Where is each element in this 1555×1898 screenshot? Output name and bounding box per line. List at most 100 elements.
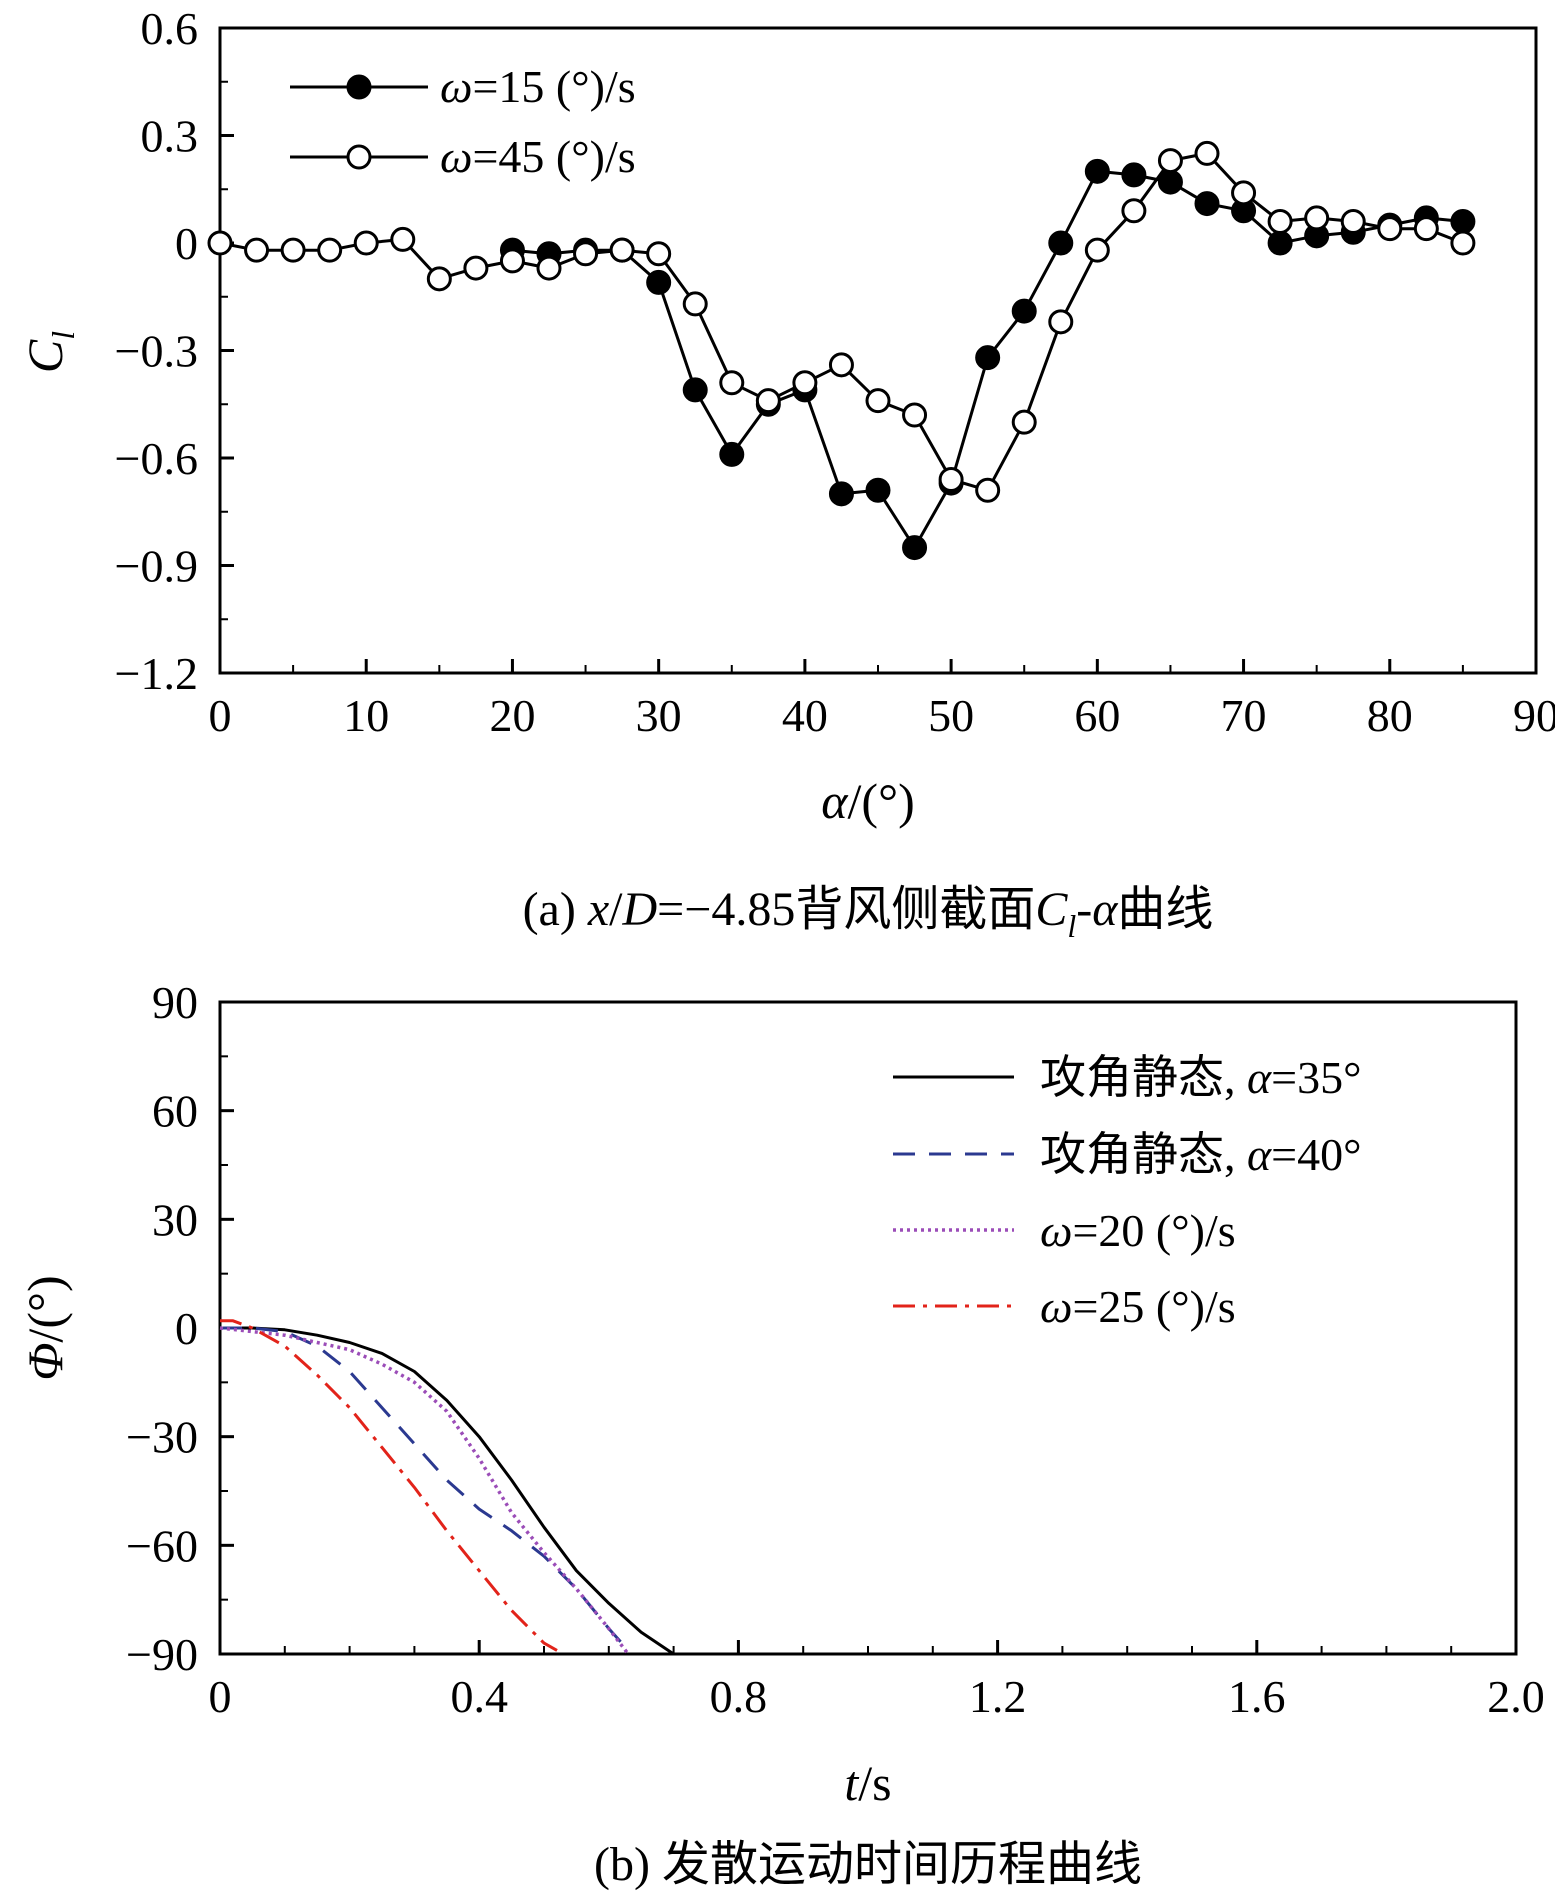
- data-point: [1340, 209, 1366, 234]
- chart-a-frame: [218, 26, 1538, 675]
- chart-b-legend: 攻角静态, α=35° 攻角静态, α=40° ω=20 (°)/s ω=25 …: [893, 1052, 1362, 1332]
- x-tick-label: 50: [928, 690, 974, 741]
- data-point: [426, 266, 452, 292]
- series-line-4: [220, 1319, 558, 1652]
- data-point: [646, 241, 672, 267]
- data-point: [1157, 148, 1183, 174]
- x-tick-label: 40: [782, 690, 828, 741]
- svg-text:攻角静态, α=40°: 攻角静态, α=40°: [1040, 1129, 1362, 1180]
- svg-text:ω=20 (°)/s: ω=20 (°)/s: [1040, 1205, 1236, 1256]
- chart-b-y-ticks: 90 60 30 0 −30 −60 −90: [126, 977, 234, 1680]
- data-point: [1450, 209, 1476, 234]
- data-point: [390, 226, 416, 252]
- data-point: [1377, 216, 1403, 242]
- data-point: [317, 237, 343, 263]
- chart-b-caption: (b) 发散运动时间历程曲线: [594, 1838, 1142, 1891]
- data-point: [719, 370, 745, 396]
- x-tick-label: 0: [209, 690, 232, 741]
- y-tick-label: 0.6: [141, 3, 199, 54]
- data-point: [682, 377, 708, 403]
- data-point: [902, 402, 928, 428]
- series-line-2: [219, 151, 1464, 492]
- chart-a-x-axis-title: α/(°): [821, 773, 914, 829]
- data-point: [1194, 191, 1220, 217]
- y-tick-label: 60: [152, 1086, 198, 1137]
- chart-a: 0 10 20 30 40 50 60 70 80 90 0.6 0.3 0 −0.3 −0.6 −0.9 −…: [17, 3, 1555, 944]
- data-point: [1121, 198, 1147, 224]
- data-point: [1267, 230, 1293, 256]
- data-point: [865, 477, 891, 503]
- legend-item-static-35: 攻角静态, α=35°: [893, 1052, 1362, 1103]
- data-point: [975, 345, 1001, 371]
- x-tick-label: 1.6: [1228, 1671, 1286, 1722]
- series-line-1: [220, 1326, 675, 1656]
- data-point: [353, 230, 379, 256]
- svg-text:ω=25 (°)/s: ω=25 (°)/s: [1040, 1281, 1236, 1332]
- data-point: [609, 237, 635, 263]
- data-point: [1084, 158, 1110, 184]
- data-point: [1267, 209, 1293, 234]
- data-point: [573, 241, 599, 267]
- data-point: [1231, 180, 1257, 206]
- y-tick-label: −30: [126, 1412, 198, 1463]
- chart-a-caption: (a) x/D=−4.85背风侧截面Cl-α曲线: [523, 883, 1214, 944]
- data-point: [1011, 298, 1037, 324]
- data-point: [1011, 409, 1037, 435]
- svg-text:攻角静态, α=35°: 攻角静态, α=35°: [1040, 1052, 1362, 1103]
- y-tick-label: −0.3: [115, 326, 198, 377]
- chart-b-x-ticks: 0 0.4 0.8 1.2 1.6 2.0: [209, 1640, 1545, 1722]
- y-tick-label: −0.6: [115, 433, 198, 484]
- legend-item-omega-25: ω=25 (°)/s: [893, 1281, 1236, 1332]
- data-point: [1413, 216, 1439, 242]
- data-point: [1048, 309, 1074, 335]
- x-tick-label: 10: [343, 690, 389, 741]
- data-point: [938, 467, 964, 492]
- y-tick-label: 0.3: [141, 111, 199, 162]
- legend-item-omega-45: ω=45 (°)/s: [290, 131, 636, 182]
- x-tick-label: 2.0: [1487, 1671, 1545, 1722]
- chart-a-series: [207, 140, 1476, 561]
- data-point: [975, 477, 1001, 503]
- x-tick-label: 60: [1074, 690, 1120, 741]
- chart-a-legend: ω=15 (°)/s ω=45 (°)/s: [290, 61, 636, 182]
- chart-a-y-axis-title: Cl: [17, 331, 81, 373]
- data-point: [499, 248, 525, 274]
- data-point: [463, 255, 489, 281]
- data-point: [902, 535, 928, 561]
- y-tick-label: 90: [152, 977, 198, 1028]
- data-point: [1304, 205, 1330, 231]
- chart-b-series: [219, 1319, 675, 1656]
- chart-a-y-ticks: 0.6 0.3 0 −0.3 −0.6 −0.9 −1.2: [115, 3, 234, 699]
- x-tick-label: 0: [209, 1671, 232, 1722]
- data-point: [536, 255, 562, 281]
- series-line-3: [219, 1326, 630, 1656]
- x-tick-label: 90: [1513, 690, 1555, 741]
- data-point: [1450, 230, 1476, 256]
- legend-item-omega-20: ω=20 (°)/s: [893, 1205, 1236, 1256]
- data-point: [719, 441, 745, 467]
- y-tick-label: −60: [126, 1520, 198, 1571]
- chart-b-y-axis-title: Φ/(°): [17, 1275, 73, 1380]
- data-point: [865, 388, 891, 414]
- legend-item-static-40: 攻角静态, α=40°: [893, 1129, 1362, 1180]
- svg-text:ω=45 (°)/s: ω=45 (°)/s: [440, 131, 636, 182]
- x-tick-label: 20: [489, 690, 535, 741]
- y-tick-label: −1.2: [115, 648, 198, 699]
- y-tick-label: −0.9: [115, 541, 198, 592]
- data-point: [1121, 162, 1147, 188]
- x-tick-label: 30: [636, 690, 682, 741]
- data-point: [792, 370, 818, 396]
- y-tick-label: 30: [152, 1194, 198, 1245]
- data-point: [1157, 169, 1183, 195]
- y-tick-label: 0: [175, 1303, 198, 1354]
- x-tick-label: 1.2: [969, 1671, 1027, 1722]
- data-point: [280, 237, 306, 263]
- legend-item-omega-15: ω=15 (°)/s: [290, 61, 636, 112]
- data-point: [1194, 140, 1220, 166]
- data-point: [1048, 230, 1074, 256]
- data-point: [1084, 237, 1110, 263]
- x-tick-label: 80: [1367, 690, 1413, 741]
- data-point: [646, 269, 672, 295]
